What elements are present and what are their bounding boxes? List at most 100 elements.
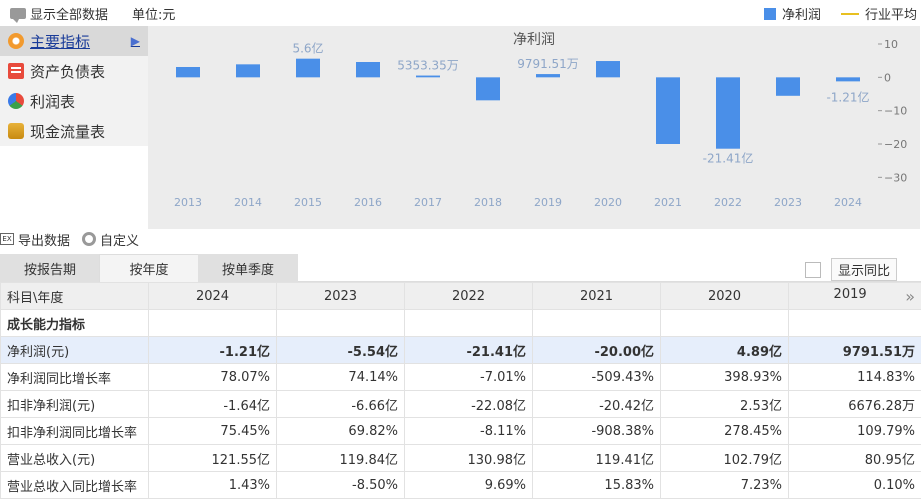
row-label[interactable]: 净利润同比增长率 xyxy=(0,363,149,391)
chart-bar[interactable] xyxy=(836,77,860,82)
chart-bar[interactable] xyxy=(176,67,200,78)
table-row[interactable]: 净利润同比增长率 78.07% 74.14% -7.01% -509.43% 398.93… xyxy=(0,363,921,391)
table-cell: -509.43% xyxy=(532,363,661,391)
table-cell: -1.64亿 xyxy=(148,390,277,418)
legend-line-swatch xyxy=(840,12,859,15)
financial-table: 科目\年度 2024 2023 2022 2021 2020 2019 » 成长… xyxy=(0,282,921,499)
x-tick-label: 2017 xyxy=(414,196,442,209)
x-tick-label: 2016 xyxy=(354,196,382,209)
chart-bar[interactable] xyxy=(776,77,800,96)
data-label: 9791.51万 xyxy=(517,57,579,71)
table-cell: -21.41亿 xyxy=(404,336,533,364)
legend-industry-label[interactable]: 行业平均 xyxy=(864,8,917,23)
y-tick-label: −10 xyxy=(884,105,907,118)
header-year[interactable]: 2020 xyxy=(660,282,789,310)
export-data-button[interactable]: 导出数据 xyxy=(18,233,71,249)
table-cell: 9791.51万 xyxy=(788,336,921,364)
table-cell: -22.08亿 xyxy=(404,390,533,418)
legend-bar-swatch xyxy=(763,7,776,20)
menu-item-cash-flow[interactable]: 现金流量表 xyxy=(0,116,148,146)
x-tick-label: 2013 xyxy=(174,196,202,209)
header-year[interactable]: 2023 xyxy=(276,282,405,310)
tab-by-quarter[interactable]: 按单季度 xyxy=(198,254,298,282)
table-cell: -1.21亿 xyxy=(148,336,277,364)
section-title: 成长能力指标 xyxy=(0,309,149,337)
table-cell: -20.00亿 xyxy=(532,336,661,364)
table-cell: 119.41亿 xyxy=(532,444,661,472)
table-cell: 69.82% xyxy=(276,417,405,445)
header-year[interactable]: 2022 xyxy=(404,282,533,310)
comment-icon xyxy=(10,8,26,23)
header-year-last: 2019 » xyxy=(788,282,921,310)
x-tick-label: 2020 xyxy=(594,196,622,209)
menu-item-income-statement[interactable]: 利润表 xyxy=(0,86,148,116)
show-all-data-link[interactable]: 显示全部数据 xyxy=(10,4,108,23)
double-chevron-right-icon[interactable]: » xyxy=(905,286,915,306)
tab-by-year[interactable]: 按年度 xyxy=(99,254,199,282)
table-cell: 7.23% xyxy=(660,471,789,499)
chart-bar[interactable] xyxy=(536,74,560,78)
y-tick-label: 10 xyxy=(884,38,898,51)
chart-bar[interactable] xyxy=(716,77,740,149)
chart-bar[interactable] xyxy=(356,62,380,78)
header-subject: 科目\年度 xyxy=(0,282,149,310)
table-cell: -20.42亿 xyxy=(532,390,661,418)
x-tick-label: 2023 xyxy=(774,196,802,209)
chart-bar[interactable] xyxy=(296,58,320,78)
chart-svg: 净利润 2013 2014 2015 2016 2017 2018 2019 2020 2021… xyxy=(174,32,907,209)
report-menu: 主要指标 ▶ 资产负债表 利润表 现金流量表 xyxy=(0,26,148,146)
chart-bar[interactable] xyxy=(596,61,620,78)
table-cell: 75.45% xyxy=(148,417,277,445)
table-cell: 278.45% xyxy=(660,417,789,445)
row-label[interactable]: 营业总收入(元) xyxy=(0,444,149,472)
table-cell: 109.79% xyxy=(788,417,921,445)
export-icon: EX xyxy=(0,233,14,245)
table-cell: 119.84亿 xyxy=(276,444,405,472)
x-tick-label: 2014 xyxy=(234,196,262,209)
chart-bar[interactable] xyxy=(656,77,680,144)
table-cell: 2.53亿 xyxy=(660,390,789,418)
chart-bar[interactable] xyxy=(236,64,260,78)
table-row[interactable]: 营业总收入(元) 121.55亿 119.84亿 130.98亿 119.41亿 102.… xyxy=(0,444,921,472)
row-label[interactable]: 扣非净利润同比增长率 xyxy=(0,417,149,445)
table-cell: -908.38% xyxy=(532,417,661,445)
row-label[interactable]: 扣非净利润(元) xyxy=(0,390,149,418)
gear-icon xyxy=(8,33,24,49)
yoy-checkbox[interactable] xyxy=(804,261,821,278)
show-yoy-toggle[interactable]: 显示同比 xyxy=(804,258,897,281)
chart-title: 净利润 xyxy=(513,32,555,48)
table-row[interactable]: 净利润(元) -1.21亿 -5.54亿 -21.41亿 -20.00亿 4.89亿 979… xyxy=(0,336,921,364)
table-row[interactable]: 扣非净利润同比增长率 75.45% 69.82% -8.11% -908.38% 278.… xyxy=(0,417,921,445)
table-row[interactable]: 扣非净利润(元) -1.64亿 -6.66亿 -22.08亿 -20.42亿 2.53亿 6… xyxy=(0,390,921,418)
x-tick-label: 2022 xyxy=(714,196,742,209)
y-tick-label: −20 xyxy=(884,138,907,151)
row-label[interactable]: 净利润(元) xyxy=(0,336,149,364)
table-cell: 80.95亿 xyxy=(788,444,921,472)
table-cell: -8.11% xyxy=(404,417,533,445)
header-year[interactable]: 2021 xyxy=(532,282,661,310)
tab-by-report-period[interactable]: 按报告期 xyxy=(0,254,100,282)
show-all-label: 显示全部数据 xyxy=(30,8,109,23)
customize-button[interactable]: 自定义 xyxy=(100,233,140,249)
header-year[interactable]: 2019 xyxy=(833,286,867,302)
table-row[interactable]: 营业总收入同比增长率 1.43% -8.50% 9.69% 15.83% 7.23% 0.1… xyxy=(0,471,921,499)
row-label[interactable]: 营业总收入同比增长率 xyxy=(0,471,149,499)
table-cell: 15.83% xyxy=(532,471,661,499)
table-cell: -8.50% xyxy=(276,471,405,499)
data-label: -21.41亿 xyxy=(703,151,754,166)
menu-item-main-indicators[interactable]: 主要指标 ▶ xyxy=(0,26,148,56)
period-tabs: 按报告期 按年度 按单季度 显示同比 xyxy=(0,254,921,282)
x-tick-label: 2015 xyxy=(294,196,322,209)
x-tick-label: 2024 xyxy=(834,196,862,209)
yoy-label[interactable]: 显示同比 xyxy=(830,258,897,281)
chart-bar[interactable] xyxy=(476,77,500,101)
menu-item-balance-sheet[interactable]: 资产负债表 xyxy=(0,56,148,86)
data-label: 5353.35万 xyxy=(397,59,459,73)
data-label: -1.21亿 xyxy=(826,89,869,104)
header-year[interactable]: 2024 xyxy=(148,282,277,310)
coins-icon xyxy=(8,123,24,139)
arrow-right-icon: ▶ xyxy=(130,34,140,48)
legend-series-label[interactable]: 净利润 xyxy=(781,8,821,23)
table-cell: 1.43% xyxy=(148,471,277,499)
chart-bar[interactable] xyxy=(416,75,440,78)
